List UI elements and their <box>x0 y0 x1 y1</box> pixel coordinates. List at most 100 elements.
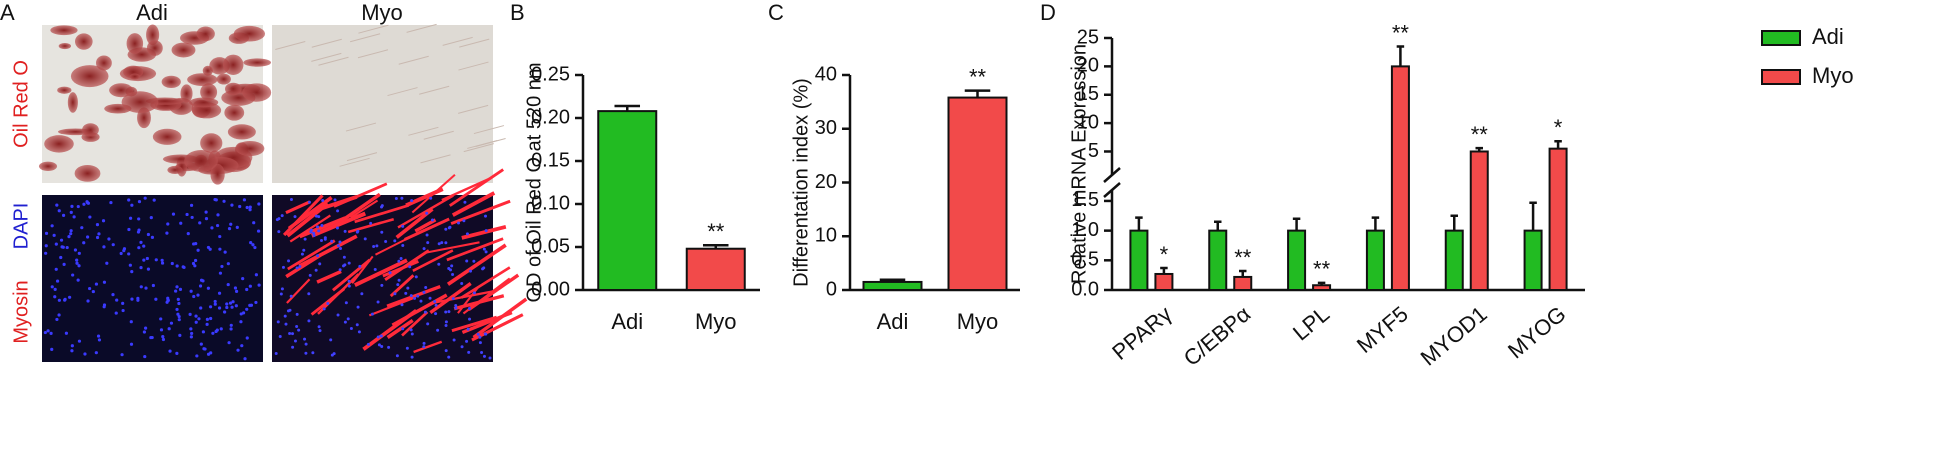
nucleus <box>425 233 429 237</box>
nucleus <box>330 239 334 243</box>
y-tick-label: 20 <box>815 171 837 193</box>
myotube <box>425 241 480 254</box>
nucleus <box>205 317 209 321</box>
nucleus <box>254 273 258 277</box>
image-texture <box>38 23 528 361</box>
nucleus <box>452 338 456 342</box>
nucleus <box>235 225 239 229</box>
myotube <box>285 200 311 215</box>
y-tick-label: 40 <box>815 63 837 85</box>
nucleus <box>122 249 126 253</box>
nucleus <box>142 244 146 248</box>
myotube <box>386 318 414 339</box>
nucleus <box>86 299 90 303</box>
nucleus <box>72 215 76 219</box>
fiber <box>358 24 389 34</box>
nucleus <box>76 278 80 282</box>
myotube <box>461 310 513 335</box>
nucleus <box>422 247 426 251</box>
myotube <box>317 273 360 315</box>
nucleus <box>201 330 206 334</box>
nucleus <box>241 311 246 315</box>
legend-label: Myo <box>1812 63 1854 88</box>
nucleus <box>129 216 133 220</box>
nucleus <box>488 356 492 360</box>
myotube <box>471 313 524 342</box>
nucleus <box>333 198 337 202</box>
nucleus <box>167 327 171 331</box>
error-bar <box>1475 146 1483 152</box>
lipid-blob <box>200 133 223 153</box>
nucleus <box>360 292 364 296</box>
nucleus <box>128 263 132 267</box>
nucleus <box>312 231 316 235</box>
nucleus <box>111 243 115 247</box>
lipid-blob <box>121 91 159 113</box>
nucleus <box>176 297 180 301</box>
column-label: Adi <box>136 0 168 25</box>
myotube <box>287 196 333 230</box>
nucleus <box>194 314 198 318</box>
nucleus <box>472 291 476 295</box>
lipid-blob <box>152 128 182 145</box>
nucleus <box>295 266 299 270</box>
bar <box>597 110 658 292</box>
significance: ** <box>1313 257 1331 282</box>
bar <box>1365 229 1385 291</box>
lipid-blob <box>210 163 225 185</box>
nucleus <box>166 298 170 302</box>
nucleus <box>424 286 428 290</box>
nucleus <box>422 290 426 294</box>
nucleus <box>231 300 235 304</box>
nucleus <box>165 231 169 235</box>
fiber <box>350 33 381 43</box>
nucleus <box>121 308 125 313</box>
nucleus <box>408 265 412 269</box>
nucleus <box>426 241 430 245</box>
lipid-blob <box>129 73 140 80</box>
nucleus <box>209 316 213 321</box>
myotube <box>316 269 342 284</box>
nucleus <box>199 306 203 310</box>
nucleus <box>223 250 227 254</box>
myotube <box>362 309 418 351</box>
nucleus <box>346 317 350 321</box>
nucleus <box>76 204 80 209</box>
myotube <box>397 194 454 229</box>
panel-label: C <box>768 0 784 25</box>
nucleus <box>304 351 308 355</box>
nucleus <box>114 311 118 315</box>
nucleus <box>233 286 238 290</box>
nucleus <box>357 330 361 334</box>
nucleus <box>410 199 414 203</box>
nucleus <box>64 331 68 335</box>
nucleus <box>50 224 54 228</box>
nucleus <box>444 227 448 231</box>
nucleus <box>75 261 79 265</box>
nucleus <box>249 241 253 245</box>
nucleus <box>227 341 231 345</box>
nucleus <box>101 219 106 223</box>
nucleus <box>83 352 87 356</box>
nucleus <box>380 344 384 348</box>
nucleus <box>447 226 451 230</box>
nucleus <box>281 265 285 269</box>
nucleus <box>62 262 66 266</box>
lipid-blob <box>109 83 134 98</box>
y-tick-label: 1.5 <box>1071 189 1099 211</box>
y-tick-label: 0 <box>826 278 837 300</box>
nucleus <box>396 283 400 287</box>
nucleus <box>484 250 488 254</box>
nucleus <box>57 209 61 213</box>
nucleus <box>217 306 222 310</box>
nucleus <box>347 261 351 265</box>
nucleus <box>222 199 226 203</box>
lipid-blob <box>227 124 256 140</box>
nucleus <box>154 297 158 301</box>
nucleus <box>399 257 403 261</box>
nucleus <box>139 285 143 289</box>
fiber <box>357 49 389 59</box>
nucleus <box>366 342 370 346</box>
lipid-blob <box>223 54 244 75</box>
